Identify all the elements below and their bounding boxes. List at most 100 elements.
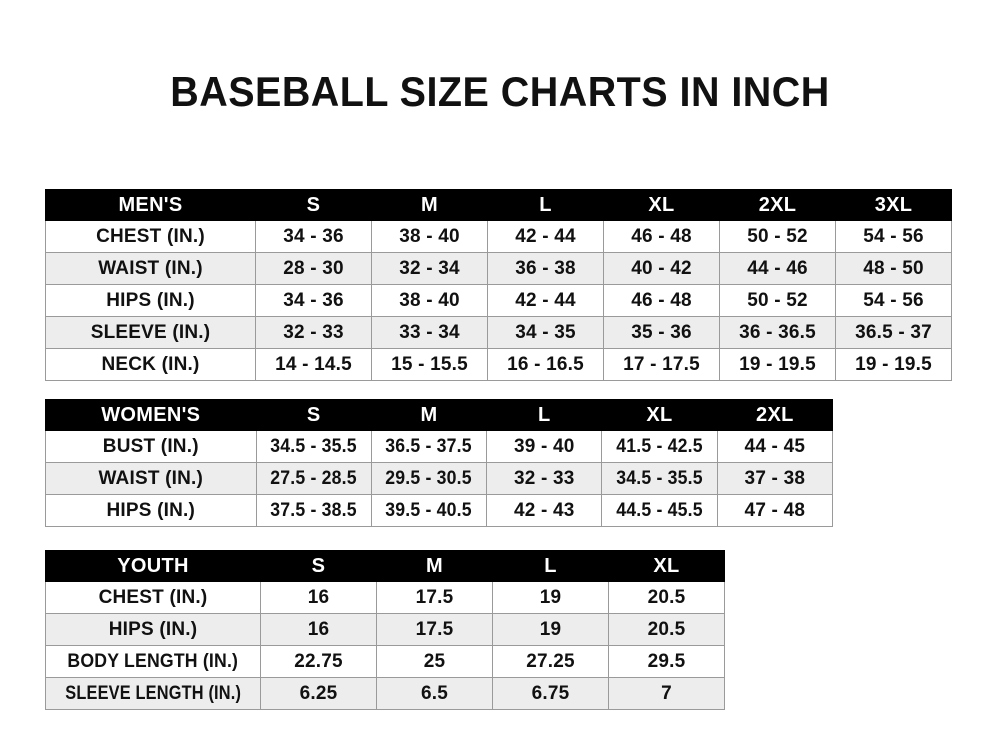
womens-measure-label: BUST (IN.) (45, 430, 257, 463)
measure-value-text: 46 - 48 (631, 226, 692, 247)
measure-value-cell: 22.75 (260, 645, 377, 678)
measure-value-cell: 39 - 40 (486, 430, 603, 463)
mens-size-table: MEN'S S M L XL 2XL 3XL CHEST (IN.) 34 - 36 38 - … (45, 189, 952, 381)
measure-value-cell: 19 - 19.5 (835, 348, 952, 381)
mens-measure-label: CHEST (IN.) (45, 220, 256, 253)
measure-value-cell: 36 - 36.5 (719, 316, 836, 349)
measure-value-cell: 27.5 - 28.5 (255, 462, 372, 495)
measure-value-cell: 17 - 17.5 (603, 348, 720, 381)
youth-table-head: YOUTH S M L XL (45, 550, 725, 582)
measure-label-text: SLEEVE (IN.) (90, 322, 211, 343)
measure-value-cell: 15 - 15.5 (371, 348, 488, 381)
measure-value-text: 36.5 - 37.5 (385, 436, 473, 457)
measure-value-text: 25 (423, 651, 446, 672)
measure-value-cell: 39.5 - 40.5 (370, 494, 488, 527)
mens-size-header-xl: XL (603, 189, 720, 221)
womens-size-header-xl: XL (601, 399, 718, 431)
mens-header-row: MEN'S S M L XL 2XL 3XL (45, 189, 952, 221)
measure-value-text: 7 (661, 683, 672, 704)
measure-value-cell: 50 - 52 (719, 284, 836, 317)
measure-value-cell: 28 - 30 (255, 252, 372, 285)
measure-value-text: 34 - 36 (283, 290, 344, 311)
measure-value-cell: 33 - 34 (371, 316, 488, 349)
measure-value-cell: 37.5 - 38.5 (255, 494, 372, 527)
measure-value-cell: 50 - 52 (719, 220, 836, 253)
table-row: CHEST (IN.) 16 17.5 19 20.5 (45, 581, 725, 614)
measure-value-cell: 20.5 (608, 613, 725, 646)
measure-label-text: HIPS (IN.) (108, 619, 198, 640)
measure-value-text: 34.5 - 35.5 (270, 436, 357, 457)
measure-value-text: 6.25 (299, 683, 338, 704)
measure-value-text: 47 - 48 (744, 500, 806, 521)
measure-value-text: 38 - 40 (399, 226, 460, 247)
mens-measure-label: WAIST (IN.) (45, 252, 256, 285)
youth-measure-label: HIPS (IN.) (45, 613, 261, 646)
womens-size-header-s: S (255, 399, 372, 431)
table-row: NECK (IN.) 14 - 14.5 15 - 15.5 16 - 16.5 17 … (45, 348, 952, 381)
measure-value-cell: 7 (608, 677, 725, 710)
measure-value-cell: 54 - 56 (835, 284, 952, 317)
table-row: BUST (IN.) 34.5 - 35.5 36.5 - 37.5 39 - 40 4… (45, 430, 834, 463)
measure-value-text: 32 - 34 (399, 258, 460, 279)
mens-size-header-l: L (487, 189, 604, 221)
measure-value-cell: 32 - 33 (486, 462, 603, 495)
measure-value-text: 6.5 (420, 683, 448, 704)
measure-value-text: 50 - 52 (747, 226, 808, 247)
youth-size-header-m: M (376, 550, 493, 582)
table-row: SLEEVE LENGTH (IN.) 6.25 6.5 6.75 7 (45, 677, 725, 710)
measure-value-text: 20.5 (647, 619, 686, 640)
measure-value-text: 34 - 35 (515, 322, 576, 343)
measure-value-cell: 19 (492, 581, 609, 614)
measure-label-text: CHEST (IN.) (96, 226, 205, 247)
measure-value-cell: 42 - 43 (486, 494, 603, 527)
measure-label-text: HIPS (IN.) (106, 500, 196, 521)
measure-value-cell: 6.25 (260, 677, 377, 710)
measure-value-text: 44.5 - 45.5 (616, 500, 703, 521)
measure-value-text: 19 - 19.5 (739, 354, 816, 375)
measure-value-text: 39.5 - 40.5 (385, 500, 473, 521)
measure-label-text: WAIST (IN.) (98, 258, 203, 279)
measure-value-text: 20.5 (647, 587, 686, 608)
measure-value-cell: 34 - 35 (487, 316, 604, 349)
measure-value-cell: 19 - 19.5 (719, 348, 836, 381)
page-title: BASEBALL SIZE CHARTS IN INCH (170, 68, 830, 115)
youth-size-header-xl: XL (608, 550, 725, 582)
measure-value-text: 35 - 36 (631, 322, 692, 343)
measure-value-cell: 54 - 56 (835, 220, 952, 253)
measure-value-text: 44 - 45 (744, 436, 806, 457)
measure-value-text: 50 - 52 (747, 290, 808, 311)
measure-value-cell: 17.5 (376, 581, 493, 614)
measure-value-cell: 16 (260, 613, 377, 646)
measure-value-cell: 6.75 (492, 677, 609, 710)
measure-value-cell: 36.5 - 37.5 (370, 430, 488, 463)
measure-value-cell: 36.5 - 37 (835, 316, 952, 349)
youth-size-header-s: S (260, 550, 377, 582)
measure-value-cell: 29.5 (608, 645, 725, 678)
measure-value-text: 27.5 - 28.5 (270, 468, 357, 489)
measure-value-text: 16 (307, 587, 330, 608)
measure-value-text: 29.5 - 30.5 (385, 468, 473, 489)
measure-label-text: BODY LENGTH (IN.) (67, 651, 239, 672)
measure-value-cell: 46 - 48 (603, 220, 720, 253)
measure-value-text: 19 (539, 587, 562, 608)
womens-measure-label: WAIST (IN.) (45, 462, 257, 495)
measure-value-text: 36 - 38 (515, 258, 576, 279)
measure-value-cell: 17.5 (376, 613, 493, 646)
measure-value-text: 39 - 40 (513, 436, 575, 457)
measure-value-cell: 27.25 (492, 645, 609, 678)
mens-table-body: CHEST (IN.) 34 - 36 38 - 40 42 - 44 46 - 48 5… (45, 220, 952, 381)
table-row: WAIST (IN.) 27.5 - 28.5 29.5 - 30.5 32 - 33… (45, 462, 834, 495)
womens-size-header-2xl: 2XL (716, 399, 834, 431)
measure-value-cell: 48 - 50 (835, 252, 952, 285)
measure-value-cell: 25 (376, 645, 493, 678)
measure-value-cell: 34 - 36 (255, 220, 372, 253)
measure-value-text: 48 - 50 (863, 258, 924, 279)
measure-value-cell: 20.5 (608, 581, 725, 614)
mens-table-head: MEN'S S M L XL 2XL 3XL (45, 189, 952, 221)
measure-value-cell: 36 - 38 (487, 252, 604, 285)
youth-header-row: YOUTH S M L XL (45, 550, 725, 582)
measure-value-cell: 35 - 36 (603, 316, 720, 349)
measure-value-cell: 34.5 - 35.5 (601, 462, 718, 495)
measure-value-text: 16 - 16.5 (507, 354, 584, 375)
measure-value-text: 42 - 43 (513, 500, 575, 521)
